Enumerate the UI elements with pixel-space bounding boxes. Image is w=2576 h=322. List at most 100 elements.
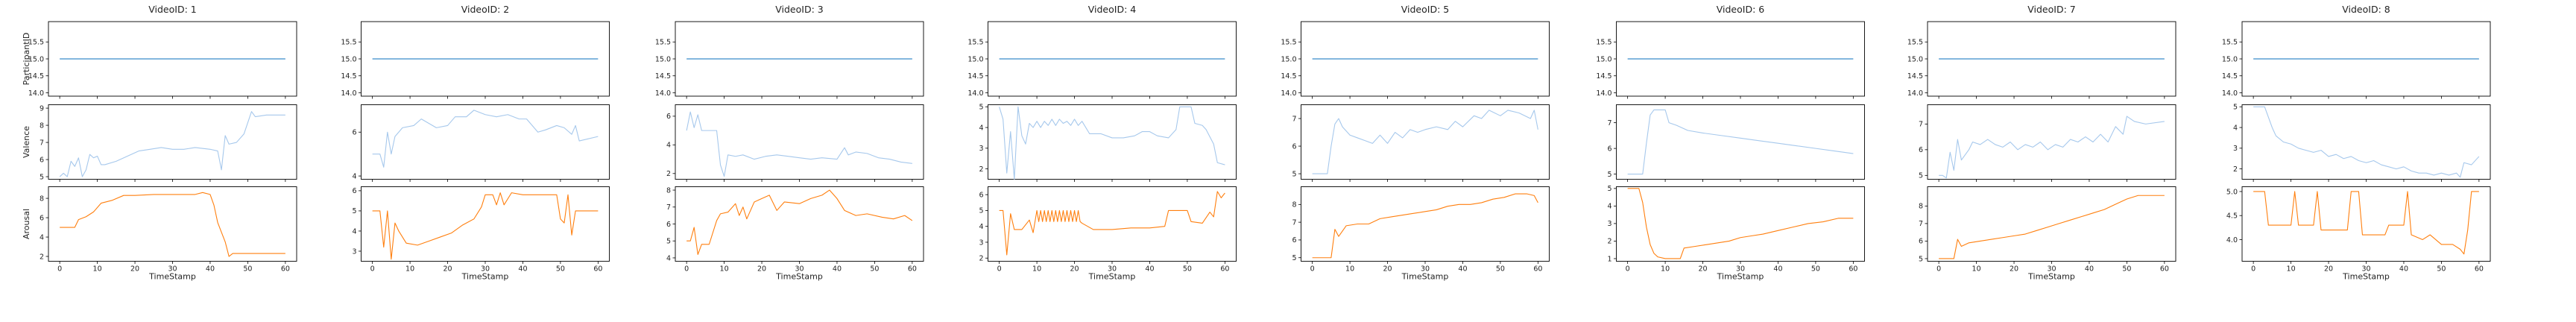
- x-axis-label: TimeStamp: [2342, 272, 2390, 282]
- y-tick-label: 4: [352, 172, 356, 180]
- panel-title: VideoID: 5: [1401, 4, 1449, 15]
- x-tick-label: 60: [281, 265, 290, 274]
- panel-title: VideoID: 1: [148, 4, 196, 15]
- axes-frame: [1301, 186, 1550, 262]
- y-tick-label: 6: [40, 156, 44, 164]
- x-tick-label: 0: [57, 265, 62, 274]
- y-tick-label: 6: [1292, 142, 1296, 151]
- x-axis-label: TimeStamp: [461, 272, 509, 282]
- y-tick-label: 14.5: [1907, 72, 1923, 80]
- x-tick-label: 10: [93, 265, 102, 274]
- participant-subplot: 14.0 14.5 15.0 15.5: [1907, 21, 2176, 99]
- participant-subplot: 14.0 14.5 15.0 15.5: [655, 21, 924, 99]
- x-axis-label: TimeStamp: [1088, 272, 1136, 282]
- y-tick-label: 14.0: [1596, 89, 1611, 98]
- panel-title: VideoID: 7: [2027, 4, 2075, 15]
- y-tick-label: 2: [979, 165, 983, 174]
- axes-frame: [1616, 186, 1865, 262]
- x-tick-label: 50: [1183, 265, 1192, 274]
- y-tick-label: 14.5: [1596, 72, 1611, 80]
- x-tick-label: 30: [1736, 265, 1745, 274]
- y-tick-label: 5: [40, 173, 44, 181]
- y-tick-label: 3: [352, 247, 356, 256]
- y-tick-label: 15.5: [2222, 39, 2238, 47]
- y-tick-label: 5: [1292, 254, 1296, 262]
- axes-frame: [1927, 186, 2176, 262]
- y-tick-label: 15.5: [655, 39, 671, 47]
- valence-series-line: [59, 111, 285, 177]
- x-tick-label: 40: [518, 265, 527, 274]
- x-tick-label: 10: [1661, 265, 1670, 274]
- y-tick-label: 15.0: [28, 55, 44, 63]
- arousal-subplot: 4 5 6 7 8 0 10 20 30 40 50 60 TimeStamp: [666, 186, 924, 282]
- x-tick-label: 30: [168, 265, 177, 274]
- y-tick-label: 5: [1607, 171, 1611, 179]
- x-tick-label: 50: [556, 265, 565, 274]
- valence-series-line: [999, 106, 1225, 180]
- x-tick-label: 30: [795, 265, 804, 274]
- panel-column-7: VideoID: 7 14.0 14.5 15.0 15.5 5 6 7 5 6 7 8 0 10 20 30…: [1907, 4, 2176, 282]
- x-tick-label: 30: [2047, 265, 2056, 274]
- panel-column-3: VideoID: 3 14.0 14.5 15.0 15.5 2 4 6 4 5 6 7 8 0 10 20 3…: [655, 4, 924, 282]
- arousal-series-line: [1627, 188, 1854, 259]
- y-tick-label: 5: [2233, 104, 2238, 112]
- y-tick-label: 6: [666, 221, 671, 229]
- axes-frame: [2241, 186, 2491, 262]
- x-tick-label: 0: [684, 265, 689, 274]
- y-tick-label: 6: [40, 214, 44, 222]
- x-tick-label: 30: [1421, 265, 1430, 274]
- axes-frame: [988, 104, 1237, 180]
- participant-subplot: 14.0 14.5 15.0 15.5: [967, 21, 1237, 99]
- y-tick-label: 4.5: [2226, 212, 2238, 221]
- x-tick-label: 40: [2085, 265, 2094, 274]
- participant-subplot: 14.0 14.5 15.0 15.5: [341, 21, 610, 99]
- y-tick-label: 8: [1292, 201, 1296, 209]
- valence-subplot: 46: [352, 104, 610, 182]
- valence-subplot: 2 4 6: [666, 104, 924, 182]
- arousal-subplot: 5 6 7 8 0 10 20 30 40 50 60 TimeStamp: [1919, 186, 2176, 282]
- y-tick-label: 4: [666, 142, 671, 150]
- axes-frame: [675, 104, 924, 180]
- arousal-series-line: [686, 189, 913, 255]
- x-tick-label: 10: [720, 265, 729, 274]
- arousal-series-line: [2253, 191, 2479, 255]
- y-tick-label: 6: [1919, 238, 1923, 246]
- y-tick-label: 4: [2233, 124, 2238, 132]
- valence-series-line: [1939, 116, 2165, 179]
- y-tick-label: 8: [40, 195, 44, 203]
- row-axis-label: Valence: [22, 126, 31, 158]
- y-tick-label: 4: [40, 233, 44, 242]
- x-tick-label: 20: [2010, 265, 2018, 274]
- x-tick-label: 20: [2324, 265, 2333, 274]
- x-tick-label: 20: [1070, 265, 1079, 274]
- y-tick-label: 14.0: [2222, 89, 2238, 98]
- y-tick-label: 6: [352, 129, 356, 137]
- y-tick-label: 4.0: [2226, 236, 2238, 244]
- y-tick-label: 4: [352, 227, 356, 236]
- x-tick-label: 60: [2475, 265, 2484, 274]
- participant-subplot: 14.0 14.5 15.0 15.5: [1596, 21, 1865, 99]
- y-tick-label: 15.5: [28, 39, 44, 47]
- y-tick-label: 7: [1919, 220, 1923, 228]
- x-tick-label: 0: [2251, 265, 2255, 274]
- y-tick-label: 7: [1919, 121, 1923, 129]
- x-tick-label: 40: [206, 265, 215, 274]
- x-tick-label: 60: [1220, 265, 1229, 274]
- x-tick-label: 60: [1533, 265, 1542, 274]
- x-tick-label: 50: [1811, 265, 1820, 274]
- y-tick-label: 15.0: [967, 55, 983, 63]
- panel-title: VideoID: 3: [775, 4, 823, 15]
- valence-subplot: 5 6 7: [1292, 104, 1550, 182]
- y-tick-label: 15.0: [2222, 55, 2238, 63]
- y-tick-label: 2: [2233, 165, 2238, 174]
- x-tick-label: 20: [1383, 265, 1392, 274]
- y-tick-label: 15.5: [967, 39, 983, 47]
- y-tick-label: 9: [40, 104, 44, 113]
- x-tick-label: 60: [593, 265, 602, 274]
- x-axis-label: TimeStamp: [1401, 272, 1449, 282]
- x-tick-label: 10: [1345, 265, 1354, 274]
- y-tick-label: 14.0: [28, 89, 44, 98]
